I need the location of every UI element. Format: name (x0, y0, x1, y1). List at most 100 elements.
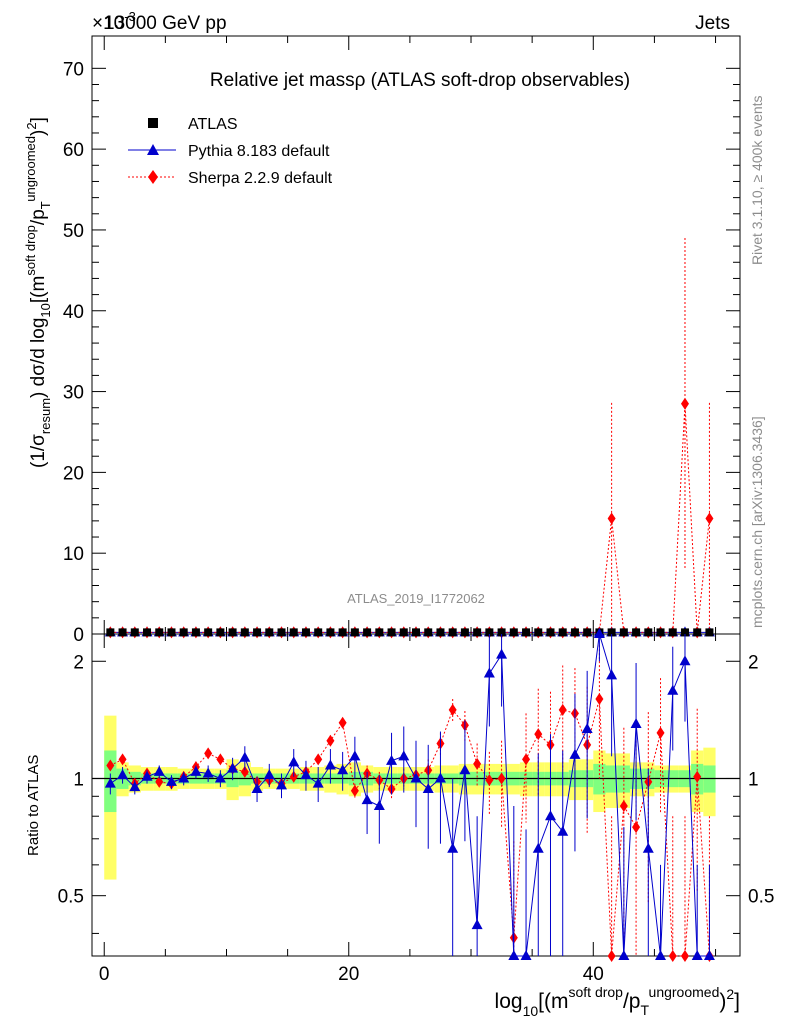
top-atlas-point (228, 628, 237, 637)
ratio-sherpa-point (326, 734, 335, 747)
x-tick-label: 0 (99, 964, 110, 985)
ratio-sherpa-point (118, 753, 127, 766)
top-atlas-point (301, 628, 310, 637)
top-atlas-point (668, 628, 677, 637)
ratio-pythia-point (361, 794, 373, 805)
top-atlas-point (387, 628, 396, 637)
ratio-pythia-point (581, 722, 593, 733)
ratio-y-axis-title: Ratio to ATLAS (25, 755, 42, 856)
ratio-pythia-point (141, 770, 153, 781)
rivet-label: Rivet 3.1.10, ≥ 400k events (749, 95, 765, 265)
ratio-pythia-point (251, 782, 263, 793)
ratio-y-tick-label-right: 1 (748, 769, 759, 790)
top-atlas-point (436, 628, 445, 637)
top-sherpa-line (110, 403, 710, 633)
ratio-pythia-point (373, 799, 385, 810)
ratio-pythia-point (214, 772, 226, 783)
ratio-sherpa-point (155, 775, 164, 788)
ratio-pythia-point (703, 950, 715, 960)
legend-sherpa-label: Sherpa 2.2.9 default (188, 170, 333, 187)
top-atlas-point (693, 628, 702, 637)
ratio-sherpa-point (448, 703, 457, 716)
top-atlas-point (191, 628, 200, 637)
top-y-tick-label: 70 (63, 59, 84, 80)
top-atlas-point (705, 628, 714, 637)
top-atlas-point (632, 628, 641, 637)
top-atlas-point (656, 628, 665, 637)
mcplots-label: mcplots.cern.ch [arXiv:1306.3436] (749, 416, 765, 628)
ratio-pythia-point (312, 777, 324, 788)
top-atlas-point (583, 628, 592, 637)
ratio-pythia-point (532, 842, 544, 853)
ratio-pythia-point (483, 667, 495, 678)
top-atlas-point (338, 628, 347, 637)
top-atlas-point (399, 628, 408, 637)
ratio-pythia-point (300, 769, 312, 780)
ratio-sherpa-point (216, 753, 225, 766)
ratio-sherpa-point (497, 772, 506, 785)
process-label: Jets (695, 13, 730, 34)
top-atlas-point (448, 628, 457, 637)
ratio-sherpa-point (693, 770, 702, 783)
top-atlas-point (412, 628, 420, 637)
top-atlas-point (350, 628, 359, 637)
ratio-y-tick-label-right: 0.5 (748, 887, 774, 908)
top-atlas-point (240, 628, 249, 637)
ratio-pythia-point (496, 648, 508, 659)
ratio-pythia-point (606, 669, 618, 680)
ratio-pythia-point (398, 750, 410, 761)
ratio-pythia-point (557, 825, 569, 836)
top-y-axis-title: (1/σresum) dσ/d log10[(msoft drop/pTungr… (23, 117, 53, 468)
top-y-tick-label: 20 (63, 463, 84, 484)
ratio-sherpa-point (595, 693, 604, 706)
ratio-pythia-point (178, 772, 190, 783)
chart-title: Relative jet massρ (ATLAS soft-drop obse… (210, 70, 630, 91)
top-atlas-point (265, 628, 274, 637)
ratio-pythia-point (386, 754, 398, 765)
legend-atlas-label: ATLAS (188, 116, 238, 133)
top-atlas-point (570, 628, 579, 637)
top-sherpa-point (607, 512, 616, 525)
ratio-pythia-point (691, 950, 703, 960)
ratio-pythia-point (410, 772, 422, 783)
ratio-sherpa-point (680, 950, 689, 962)
ratio-pythia-point (520, 950, 532, 960)
ratio-pythia-point (349, 750, 361, 761)
top-atlas-point (497, 628, 506, 637)
ratio-sherpa-point (106, 759, 115, 772)
top-atlas-point (130, 628, 139, 637)
ratio-pythia-point (324, 759, 336, 770)
energy-label: 13000 GeV pp (104, 13, 227, 34)
ratio-sherpa-point (656, 726, 665, 739)
top-atlas-point (179, 628, 188, 637)
ratio-pythia-point (655, 950, 667, 960)
x-tick-label: 20 (338, 964, 359, 985)
ratio-sherpa-point (338, 716, 347, 729)
top-atlas-point (607, 628, 616, 637)
top-atlas-point (289, 628, 298, 637)
top-atlas-point (680, 628, 689, 637)
top-y-tick-label: 40 (63, 302, 84, 323)
ratio-pythia-point (239, 751, 251, 762)
ratio-sherpa-point (619, 799, 628, 812)
ratio-pythia-point (569, 748, 581, 759)
ratio-sherpa-point (204, 747, 213, 760)
top-atlas-point (277, 628, 286, 637)
ratio-y-tick-label: 2 (73, 652, 84, 673)
ratio-pythia-point (447, 842, 459, 853)
ratio-pythia-point (618, 950, 630, 960)
top-atlas-point (558, 628, 567, 637)
top-atlas-point (522, 628, 531, 637)
top-atlas-point (118, 628, 127, 637)
ratio-sherpa-point (558, 703, 567, 716)
ratio-pythia-point (630, 718, 642, 729)
top-atlas-point (509, 628, 518, 637)
top-atlas-point (216, 628, 225, 637)
exponent-label: ×10-3 (92, 9, 136, 34)
top-y-tick-label: 60 (63, 140, 84, 161)
top-atlas-point (485, 628, 494, 637)
ratio-pythia-point (593, 628, 605, 638)
x-tick-label: 40 (583, 964, 604, 985)
